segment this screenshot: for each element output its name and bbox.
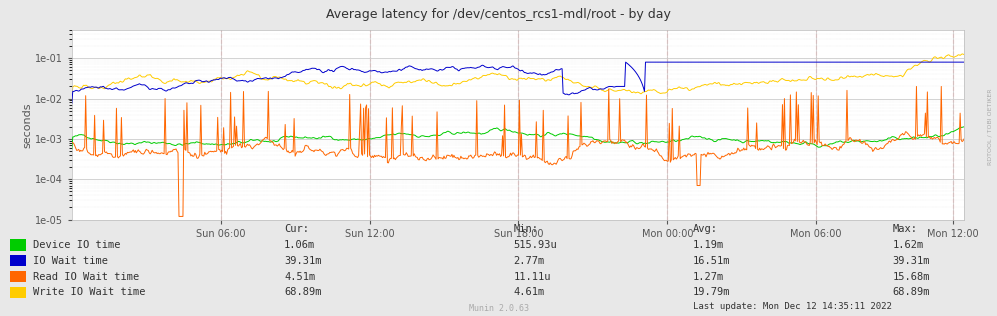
Text: 39.31m: 39.31m — [284, 256, 322, 266]
Text: 11.11u: 11.11u — [513, 271, 551, 282]
Text: 1.19m: 1.19m — [693, 240, 724, 250]
Text: Cur:: Cur: — [284, 224, 309, 234]
Text: 1.27m: 1.27m — [693, 271, 724, 282]
Text: Write IO Wait time: Write IO Wait time — [33, 287, 146, 297]
Text: 68.89m: 68.89m — [284, 287, 322, 297]
Text: 4.61m: 4.61m — [513, 287, 544, 297]
Text: RDTOOL / TOBI OETIKER: RDTOOL / TOBI OETIKER — [987, 88, 992, 165]
Text: 2.77m: 2.77m — [513, 256, 544, 266]
Text: Avg:: Avg: — [693, 224, 718, 234]
Text: Read IO Wait time: Read IO Wait time — [33, 271, 140, 282]
Text: Last update: Mon Dec 12 14:35:11 2022: Last update: Mon Dec 12 14:35:11 2022 — [693, 302, 891, 311]
Text: Average latency for /dev/centos_rcs1-mdl/root - by day: Average latency for /dev/centos_rcs1-mdl… — [326, 8, 671, 21]
Text: 515.93u: 515.93u — [513, 240, 557, 250]
Text: 16.51m: 16.51m — [693, 256, 731, 266]
Text: 15.68m: 15.68m — [892, 271, 930, 282]
Text: Max:: Max: — [892, 224, 917, 234]
Text: Min:: Min: — [513, 224, 538, 234]
Text: 39.31m: 39.31m — [892, 256, 930, 266]
Y-axis label: seconds: seconds — [22, 102, 32, 148]
Text: 68.89m: 68.89m — [892, 287, 930, 297]
Text: IO Wait time: IO Wait time — [33, 256, 108, 266]
Text: 4.51m: 4.51m — [284, 271, 315, 282]
Text: 1.62m: 1.62m — [892, 240, 923, 250]
Text: Munin 2.0.63: Munin 2.0.63 — [469, 305, 528, 313]
Text: Device IO time: Device IO time — [33, 240, 121, 250]
Text: 1.06m: 1.06m — [284, 240, 315, 250]
Text: 19.79m: 19.79m — [693, 287, 731, 297]
